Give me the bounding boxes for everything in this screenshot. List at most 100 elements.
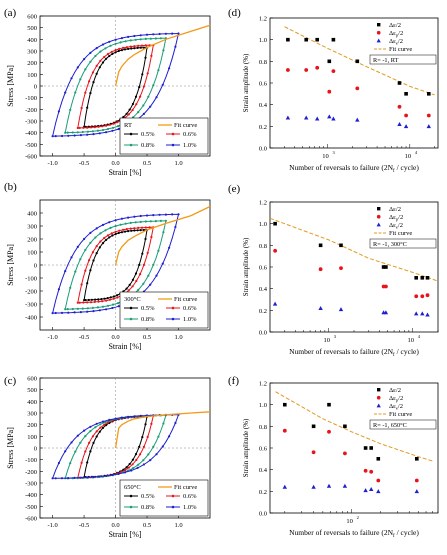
loop-point <box>89 301 93 304</box>
y-tick-label: 100 <box>27 72 37 79</box>
x-tick-label: 10 <box>407 337 414 344</box>
loop-point <box>111 129 114 132</box>
legend-label: 0.8% <box>141 316 155 323</box>
x-tick-exponent: 4 <box>418 334 421 339</box>
loop-point <box>67 134 70 137</box>
loop-point <box>67 311 70 314</box>
loop-point <box>158 213 161 216</box>
legend-marker <box>376 30 381 35</box>
loop-point <box>76 131 79 134</box>
loop-point <box>142 282 145 285</box>
loop-point <box>142 463 145 466</box>
x-tick-label: 10 <box>405 153 412 160</box>
loop-point <box>149 220 152 223</box>
loop-point <box>137 111 140 114</box>
y-tick-label: 1.2 <box>259 16 267 23</box>
legend-marker <box>129 306 133 310</box>
loop-point <box>104 47 107 50</box>
loop-point <box>88 80 91 83</box>
loop-point <box>174 421 177 425</box>
loop-point <box>112 295 116 298</box>
elastic-strain-point <box>331 116 336 121</box>
loop-point <box>123 230 127 233</box>
loop-point <box>134 453 138 456</box>
plastic-strain-point <box>311 450 316 455</box>
plastic-strain-point <box>327 429 331 434</box>
loop-point <box>141 252 144 255</box>
fit-curve <box>269 217 439 282</box>
loop-point <box>99 426 102 429</box>
loop-point <box>142 104 145 107</box>
loop-point <box>74 450 77 453</box>
legend-label: 0.6% <box>183 493 197 500</box>
loop-point <box>105 124 108 127</box>
loop-point <box>137 288 140 292</box>
total-strain-point <box>420 276 425 280</box>
loop-point <box>147 95 150 98</box>
legend-label-tail: /2 <box>398 222 403 229</box>
loop-point <box>164 219 167 222</box>
y-tick-label: 500 <box>27 25 37 32</box>
elastic-strain-point <box>338 307 344 312</box>
loop-point <box>89 51 92 55</box>
loop-point <box>145 33 149 36</box>
loop-point <box>139 273 142 276</box>
loop-point <box>150 235 153 239</box>
loop-point <box>127 35 130 39</box>
y-tick-label: 0.8 <box>259 243 267 250</box>
loop-point <box>149 37 152 40</box>
y-tick-label: -500 <box>25 504 37 511</box>
loop-point <box>162 49 165 52</box>
loop-point <box>84 435 87 438</box>
fit-curve <box>114 24 211 87</box>
legend-label: 0.8% <box>141 142 155 149</box>
loop-point <box>164 32 167 35</box>
loop-point <box>127 47 130 51</box>
loop-point <box>83 237 86 241</box>
elastic-strain-point <box>318 306 323 310</box>
x-axis-label: Strain [%] <box>108 168 141 177</box>
loop-point <box>105 424 108 427</box>
loop-point <box>135 279 138 283</box>
loop-point <box>131 102 134 106</box>
elastic-strain-point <box>311 484 316 489</box>
loop-point <box>117 302 120 305</box>
x-tick-label: 0.5 <box>143 334 151 341</box>
y-tick-label: -200 <box>25 289 37 296</box>
loop-point <box>86 476 89 479</box>
loop-point <box>83 429 86 432</box>
loop-point <box>117 127 120 131</box>
elastic-strain-point <box>425 312 430 317</box>
x-axis-label: Number of reversals to failure (2Nf / cy… <box>289 347 419 358</box>
fit-curve <box>284 26 435 96</box>
legend-label: Fit curve <box>389 230 412 237</box>
total-strain-point <box>425 276 430 280</box>
fit-curve <box>114 411 211 449</box>
loop-point <box>127 415 130 418</box>
legend-condition: 300°C <box>124 296 141 303</box>
loop-point <box>66 131 69 134</box>
loop-point <box>130 47 133 50</box>
y-tick-label: -600 <box>25 154 37 161</box>
plastic-strain-point <box>426 113 431 118</box>
loop-point <box>108 236 111 239</box>
loop-point <box>141 436 144 439</box>
loop-point <box>106 297 109 300</box>
total-strain-point <box>381 265 386 269</box>
y-tick-label: 0 <box>34 263 37 270</box>
elastic-strain-point <box>272 301 278 306</box>
legend-marker <box>129 132 133 136</box>
loop-point <box>112 122 115 125</box>
loop-point <box>133 45 136 48</box>
loop-point <box>155 96 158 99</box>
loop-point <box>147 274 150 277</box>
loop-point <box>99 59 102 62</box>
plastic-strain-point <box>315 65 320 70</box>
hysteresis-panel-2: (b) -400 -300 -200 -100 0 100 200 300 400 -1.0 -0.5… <box>4 181 211 351</box>
loop-point <box>144 37 147 41</box>
loop-point <box>73 134 76 137</box>
plastic-strain-point <box>304 68 309 72</box>
